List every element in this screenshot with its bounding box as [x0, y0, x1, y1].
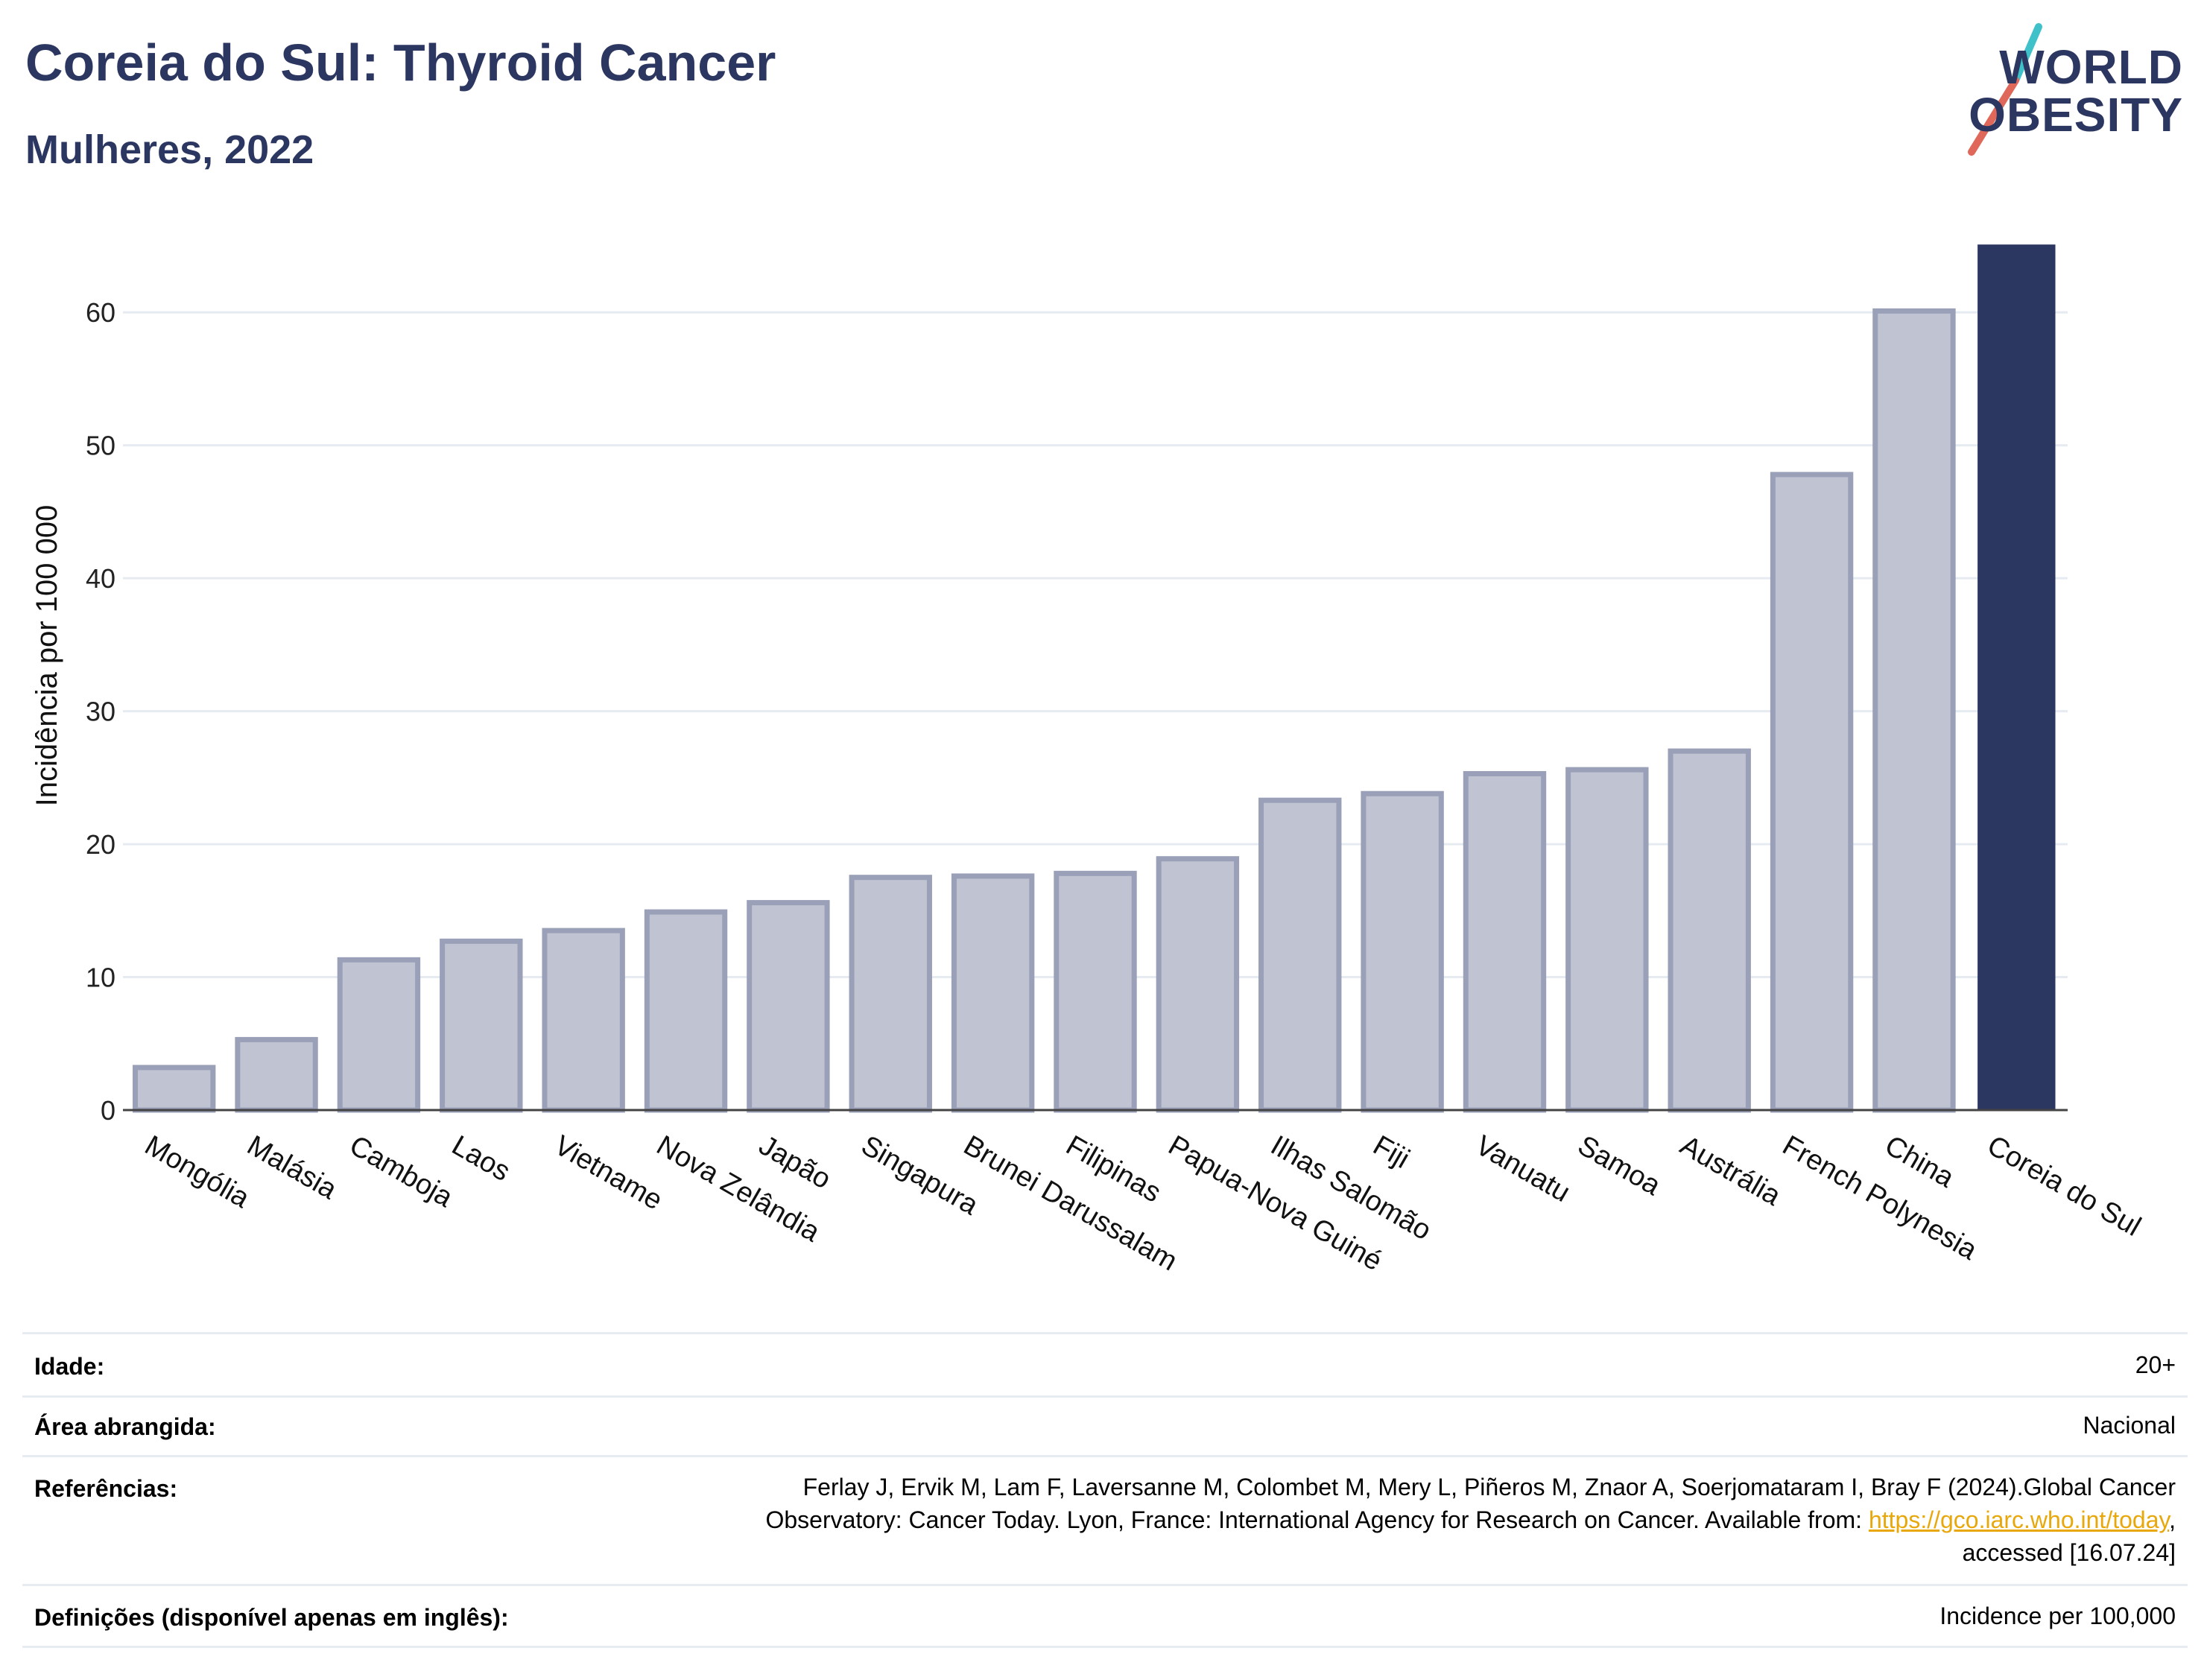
bar-austr-lia: [1668, 748, 1751, 1113]
x-tick-label: Malásia: [242, 1129, 343, 1205]
references-line-1: Ferlay J, Ervik M, Lam F, Laversanne M, …: [802, 1474, 2176, 1500]
age-label: Idade:: [34, 1353, 105, 1380]
definitions-label: Definições (disponível apenas em inglês)…: [34, 1604, 509, 1631]
bar-samoa: [1565, 767, 1649, 1113]
gco-link[interactable]: https://gco.iarc.who.int/today: [1868, 1506, 2170, 1533]
references-line-2: Observatory: Cancer Today. Lyon, France:…: [765, 1503, 2176, 1536]
x-tick-label: China: [1879, 1129, 1960, 1194]
x-tick-label: Coreia do Sul: [1982, 1129, 2146, 1242]
y-tick-label: 10: [86, 963, 115, 993]
bar-nova-zel-ndia: [644, 909, 728, 1113]
y-axis-label: Incidência por 100 000: [31, 505, 63, 807]
bar-laos: [440, 938, 523, 1113]
bar-china: [1872, 308, 1956, 1113]
area-label: Área abrangida:: [34, 1413, 216, 1440]
y-tick-labels: 0 10 20 30 40 50 60: [86, 297, 115, 1126]
area-value: Nacional: [2083, 1412, 2176, 1439]
x-tick-label: Vanuatu: [1470, 1129, 1575, 1208]
bars: [132, 244, 2056, 1113]
logo-line-2: OBESITY: [1969, 88, 2183, 142]
x-tick-label: Singapura: [856, 1129, 984, 1221]
bar-vanuatu: [1463, 770, 1547, 1113]
meta-row-definitions: Definições (disponível apenas em inglês)…: [22, 1586, 2188, 1648]
y-tick-label: 20: [86, 829, 115, 860]
y-tick-label: 50: [86, 431, 115, 461]
references-line-2-end: ,: [2169, 1506, 2176, 1533]
page-title: Coreia do Sul: Thyroid Cancer: [25, 34, 776, 92]
meta-row-references: Referências: Ferlay J, Ervik M, Lam F, L…: [22, 1457, 2188, 1586]
x-tick-label: Japão: [753, 1129, 836, 1195]
logo-slash-icon: [1968, 23, 2042, 156]
references-label: Referências:: [34, 1475, 178, 1502]
bar-brunei-darussalam: [951, 873, 1035, 1113]
x-tick-label: Laos: [446, 1129, 515, 1188]
meta-row-age: Idade: 20+: [22, 1332, 2188, 1398]
references-line-2-text: Observatory: Cancer Today. Lyon, France:…: [765, 1506, 1869, 1533]
bar-ilhas-salom-o: [1258, 797, 1342, 1113]
x-tick-label: Austrália: [1675, 1129, 1787, 1212]
y-tick-label: 40: [86, 563, 115, 594]
x-tick-label: Vietname: [549, 1129, 668, 1216]
age-value: 20+: [2135, 1351, 2176, 1378]
y-tick-label: 30: [86, 697, 115, 727]
y-tick-label: 0: [101, 1095, 115, 1126]
bar-coreia-do-sul: [1977, 244, 2056, 1111]
bar-fiji: [1361, 790, 1444, 1113]
bar-jap-o: [747, 900, 830, 1113]
logo-line-1: WORLD: [1999, 40, 2183, 94]
page-subtitle: Mulheres, 2022: [25, 127, 314, 172]
bar-mong-lia: [132, 1065, 216, 1113]
bar-filipinas: [1054, 870, 1137, 1113]
bar-papua-nova-guin-: [1156, 856, 1240, 1113]
bar-mal-sia: [235, 1036, 318, 1113]
references-line-3: accessed [16.07.24]: [1962, 1539, 2176, 1566]
bar-french-polynesia: [1770, 472, 1854, 1113]
world-obesity-logo: WORLD OBESITY: [1945, 21, 2191, 162]
x-tick-label: Fiji: [1368, 1129, 1415, 1175]
definitions-value: Incidence per 100,000: [1939, 1603, 2176, 1629]
bar-camboja: [337, 957, 421, 1113]
y-tick-label: 60: [86, 297, 115, 328]
bar-singapura: [849, 875, 932, 1113]
x-tick-label: Camboja: [344, 1129, 458, 1214]
meta-row-area: Área abrangida: Nacional: [22, 1395, 2188, 1457]
x-tick-label: French Polynesia: [1777, 1129, 1983, 1267]
x-tick-label: Samoa: [1572, 1129, 1666, 1202]
bar-vietname: [542, 928, 625, 1113]
x-tick-label: Mongólia: [139, 1129, 255, 1214]
references-value: Ferlay J, Ervik M, Lam F, Laversanne M, …: [765, 1471, 2176, 1569]
